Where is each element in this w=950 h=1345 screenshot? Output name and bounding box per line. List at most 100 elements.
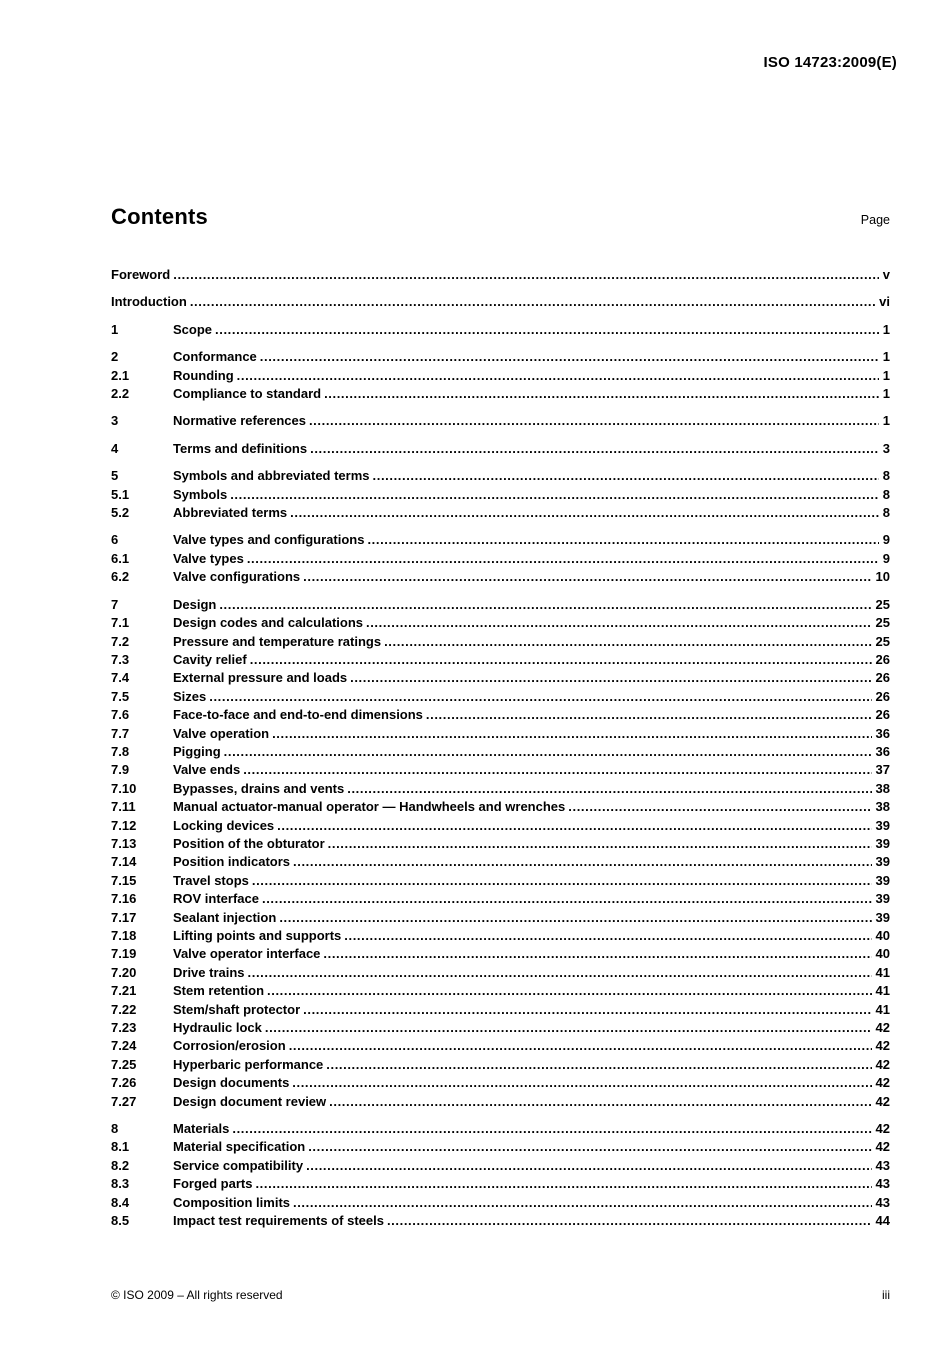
- toc-entry: 7.19 Valve operator interface ..........…: [111, 945, 890, 963]
- toc-entry-title: Abbreviated terms: [173, 505, 288, 521]
- toc-entry: 7.16 ROV interface .....................…: [111, 890, 890, 908]
- toc-entry-title: Valve types and configurations: [173, 532, 365, 548]
- toc-entry-page: 8: [882, 486, 890, 502]
- dot-leader: ........................................…: [367, 532, 878, 548]
- dot-leader: ........................................…: [329, 1093, 871, 1109]
- table-of-contents: Foreword ...............................…: [111, 266, 890, 1231]
- toc-entry-page: 1: [882, 349, 890, 365]
- toc-entry-title: Design codes and calculations: [173, 615, 363, 631]
- folio-page-number: iii: [882, 1288, 890, 1302]
- toc-entry-title: Cavity relief: [173, 651, 247, 667]
- toc-entry-page: 25: [875, 596, 890, 612]
- toc-entry: 7.7 Valve operation ....................…: [111, 725, 890, 743]
- toc-entry-title: Pressure and temperature ratings: [173, 633, 382, 649]
- dot-leader: ........................................…: [303, 1001, 872, 1017]
- dot-leader: ........................................…: [308, 413, 879, 429]
- toc-entry: 7.9 Valve ends .........................…: [111, 761, 890, 779]
- toc-entry-title: Foreword: [111, 267, 171, 282]
- toc-entry-number: 7.23: [111, 1020, 137, 1036]
- dot-leader: ........................................…: [568, 799, 872, 815]
- toc-entry-page: 39: [875, 854, 890, 870]
- toc-entry-number: 8.4: [111, 1194, 130, 1210]
- toc-entry: 7.8 Pigging ............................…: [111, 743, 890, 761]
- toc-entry-page: 41: [875, 983, 890, 999]
- toc-entry-page: 26: [875, 670, 890, 686]
- toc-entry-number: 1: [111, 321, 119, 337]
- toc-entry: 7.10 Bypasses, drains and vents ........…: [111, 780, 890, 798]
- dot-leader: ........................................…: [215, 321, 879, 337]
- toc-entry-number: 7.18: [111, 928, 137, 943]
- dot-leader: ........................................…: [323, 946, 871, 962]
- toc-entry-number: 8.2: [111, 1157, 130, 1173]
- toc-entry-title: Design: [173, 596, 217, 612]
- dot-leader: ........................................…: [425, 707, 872, 723]
- toc-entry: 6 Valve types and configurations .......…: [111, 531, 890, 549]
- toc-entry-number: 8.1: [111, 1139, 130, 1155]
- toc-entry-number: 2: [111, 349, 119, 365]
- toc-entry-page: 41: [875, 1001, 890, 1017]
- dot-leader: ........................................…: [324, 386, 879, 402]
- dot-leader: ........................................…: [277, 817, 872, 833]
- toc-entry-title: Symbols and abbreviated terms: [173, 468, 370, 484]
- toc-entry: 8.4 Composition limits .................…: [111, 1194, 890, 1212]
- toc-entry-number: 7.26: [111, 1075, 137, 1091]
- toc-entry-number: 5.2: [111, 505, 130, 521]
- toc-entry-page: 3: [882, 440, 890, 456]
- dot-leader: ........................................…: [259, 349, 879, 365]
- doc-reference: ISO 14723:2009(E): [763, 54, 897, 71]
- dot-leader: ........................................…: [279, 909, 871, 925]
- dot-leader: ........................................…: [293, 854, 872, 870]
- toc-entry-page: 38: [875, 780, 890, 796]
- toc-entry-number: 7.3: [111, 651, 130, 667]
- toc-entry-number: 7.22: [111, 1001, 137, 1017]
- toc-entry: 7.4 External pressure and loads ........…: [111, 669, 890, 687]
- dot-leader: ........................................…: [247, 964, 872, 980]
- toc-entry-number: 4: [111, 440, 119, 456]
- toc-entry-number: 7.4: [111, 670, 130, 686]
- toc-entry: Foreword ...............................…: [111, 266, 890, 284]
- dot-leader: ........................................…: [209, 688, 871, 704]
- contents-title: Contents: [111, 204, 208, 229]
- toc-entry-page: 8: [882, 505, 890, 521]
- toc-entry-title: Hyperbaric performance: [173, 1056, 324, 1072]
- toc-entry-title: Travel stops: [173, 872, 249, 888]
- toc-entry-page: 36: [875, 725, 890, 741]
- dot-leader: ........................................…: [267, 983, 872, 999]
- toc-entry-page: 42: [875, 1038, 890, 1054]
- toc-group: 6 Valve types and configurations .......…: [111, 531, 890, 586]
- contents-heading-row: Contents Page: [111, 204, 890, 230]
- toc-entry-page: 1: [882, 367, 890, 383]
- toc-entry-number: 6.1: [111, 550, 130, 566]
- toc-entry: 7.22 Stem/shaft protector ..............…: [111, 1001, 890, 1019]
- toc-entry-number: 7.6: [111, 707, 130, 723]
- toc-entry: 7.20 Drive trains ......................…: [111, 964, 890, 982]
- dot-leader: ........................................…: [261, 891, 872, 907]
- toc-entry-number: 6: [111, 532, 119, 548]
- toc-entry-title: Bypasses, drains and vents: [173, 780, 345, 796]
- toc-entry-page: 36: [875, 743, 890, 759]
- toc-group: 2 Conformance ..........................…: [111, 348, 890, 403]
- toc-entry-page: 26: [875, 688, 890, 704]
- dot-leader: ........................................…: [308, 1139, 872, 1155]
- toc-entry-number: 7.15: [111, 872, 137, 888]
- toc-entry-page: 43: [875, 1176, 890, 1192]
- toc-entry: 7.14 Position indicators ...............…: [111, 853, 890, 871]
- toc-entry-number: 7.14: [111, 854, 137, 870]
- toc-entry-page: 26: [875, 707, 890, 723]
- toc-entry-page: 40: [875, 928, 890, 943]
- toc-entry: 7.18 Lifting points and supports .......…: [111, 927, 890, 945]
- toc-entry-number: 5.1: [111, 486, 130, 502]
- toc-entry: 7.23 Hydraulic lock ....................…: [111, 1019, 890, 1037]
- toc-entry-title: Sealant injection: [173, 909, 277, 925]
- toc-entry-number: 7.12: [111, 817, 137, 833]
- toc-entry: Introduction ...........................…: [111, 293, 890, 311]
- toc-entry: 7.17 Sealant injection .................…: [111, 909, 890, 927]
- toc-entry: 7.11 Manual actuator-manual operator — H…: [111, 798, 890, 816]
- toc-entry-title: Terms and definitions: [173, 440, 308, 456]
- toc-entry-title: Materials: [173, 1121, 230, 1137]
- dot-leader: ........................................…: [372, 468, 879, 484]
- toc-group: 1 Scope ................................…: [111, 321, 890, 339]
- toc-entry-title: Valve configurations: [173, 569, 301, 585]
- toc-entry: 6.2 Valve configurations ...............…: [111, 568, 890, 586]
- dot-leader: ........................................…: [272, 725, 871, 741]
